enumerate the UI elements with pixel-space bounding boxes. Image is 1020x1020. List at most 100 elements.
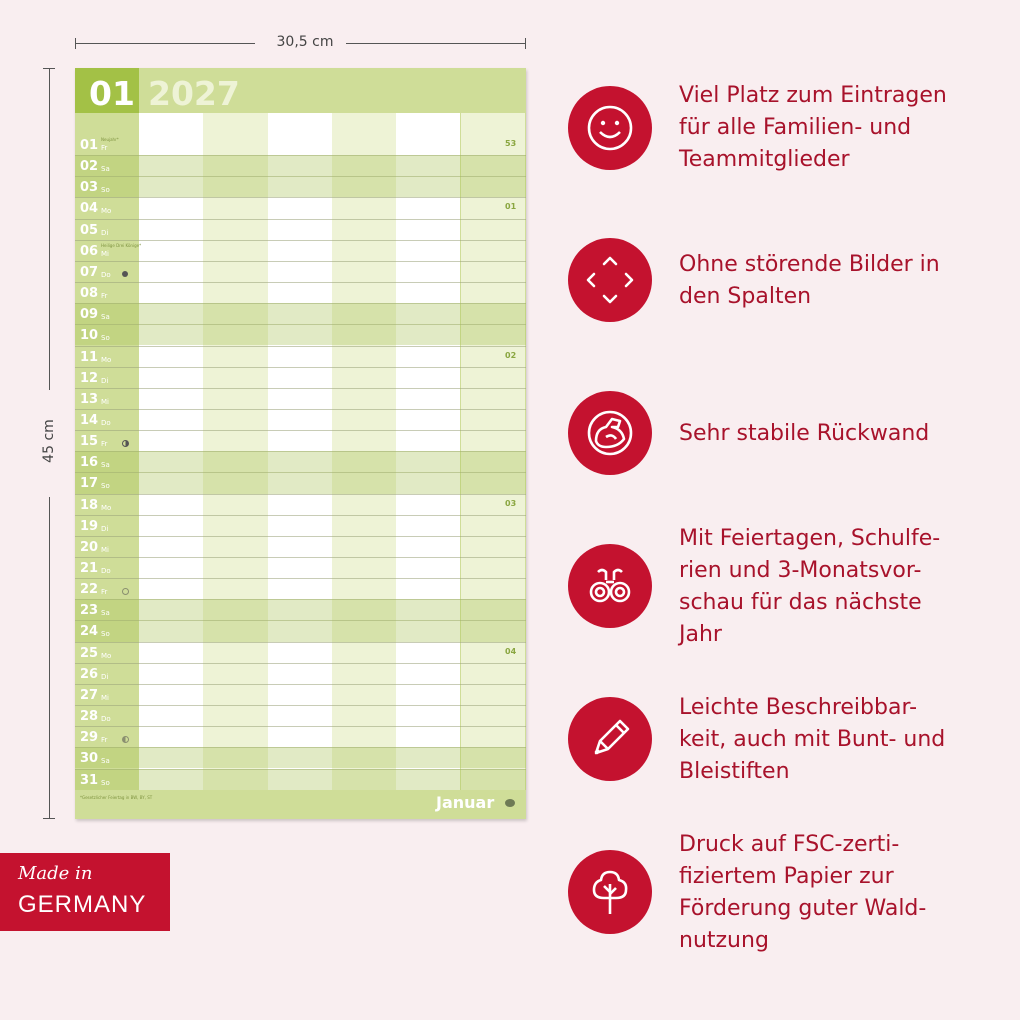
day-name: Do <box>101 418 111 427</box>
day-number: 22 <box>80 582 99 598</box>
row-divider <box>75 260 526 262</box>
day-number: 11 <box>80 349 99 365</box>
day-name: Sa <box>101 461 110 470</box>
width-dimension: 30,5 cm <box>75 34 526 52</box>
row-divider <box>75 197 526 199</box>
day-number: 15 <box>80 434 99 450</box>
weekend-band <box>75 599 526 621</box>
week-number: 03 <box>505 498 517 508</box>
row-divider <box>75 430 526 432</box>
weekend-band <box>75 747 526 769</box>
day-number: 08 <box>80 286 99 302</box>
weekend-band <box>75 472 526 494</box>
day-name: Mi <box>101 397 109 406</box>
row-divider <box>75 451 526 453</box>
day-name: Sa <box>101 757 110 766</box>
day-name: Do <box>101 567 111 575</box>
row-divider <box>75 155 526 157</box>
day-name: Fr <box>101 144 108 152</box>
calendar-footer: *Gesetzlicher Feiertag in BW, BY, ST Jan… <box>75 790 526 819</box>
day-number: 25 <box>80 645 99 661</box>
day-number: 03 <box>80 180 99 196</box>
brand-logo-icon <box>505 799 515 807</box>
holiday-label: Neujahr* <box>101 137 119 142</box>
week-number: 53 <box>505 139 517 148</box>
row-divider <box>75 768 526 770</box>
day-name: Sa <box>101 313 110 322</box>
row-divider <box>75 218 526 220</box>
day-name: Di <box>101 376 109 385</box>
last-quarter-icon <box>122 736 129 744</box>
holiday-label: Heilige Drei Könige* <box>101 242 142 248</box>
feature-text-columns: Ohne störende Bilder in den Spalten <box>679 252 940 309</box>
month-box: 01 <box>75 68 139 113</box>
day-number: 27 <box>80 687 99 703</box>
row-divider <box>75 239 526 241</box>
day-number: 13 <box>80 391 99 407</box>
row-divider <box>75 683 526 685</box>
weekend-band <box>75 451 526 473</box>
day-number: 28 <box>80 709 99 725</box>
weekend-band <box>75 155 526 177</box>
feature-text-backboard: Sehr stabile Rückwand <box>679 421 930 446</box>
day-name: Mi <box>101 249 109 258</box>
day-number: 12 <box>80 370 99 386</box>
flexed-arm-icon <box>568 391 652 475</box>
row-divider <box>75 366 526 368</box>
day-name: Fr <box>101 736 108 745</box>
day-name: So <box>101 778 110 787</box>
row-divider <box>75 387 526 389</box>
footer-note: *Gesetzlicher Feiertag in BW, BY, ST <box>80 795 153 800</box>
day-number: 24 <box>80 624 99 640</box>
feature-text-writable: Leichte Beschreibbar- keit, auch mit Bun… <box>679 695 946 784</box>
day-name: Fr <box>101 440 108 449</box>
height-label: 45 cm <box>41 419 57 463</box>
row-divider <box>75 324 526 326</box>
month-number: 01 <box>89 74 135 113</box>
day-name: Mo <box>101 355 112 364</box>
weekend-band <box>75 303 526 325</box>
day-number: 31 <box>80 772 99 788</box>
day-name: Do <box>101 270 111 279</box>
day-number: 19 <box>80 518 99 534</box>
day-name: Di <box>101 672 109 681</box>
row-divider <box>75 493 526 495</box>
weekend-band <box>75 176 526 198</box>
new-moon-icon <box>122 270 128 277</box>
day-name: Fr <box>101 292 108 301</box>
row-divider <box>75 472 526 474</box>
row-divider <box>75 514 526 516</box>
width-label: 30,5 cm <box>276 34 334 50</box>
day-name: Mo <box>101 503 112 512</box>
week-number: 04 <box>505 646 517 656</box>
calendar-year: 2027 <box>148 74 240 113</box>
day-name: Fr <box>101 588 108 597</box>
day-name: Mi <box>101 545 109 554</box>
day-number: 04 <box>80 201 99 217</box>
day-name: Sa <box>101 165 110 174</box>
feature-text-holidays: Mit Feiertagen, Schulfe- rien und 3-Mona… <box>679 526 941 647</box>
row-divider <box>75 578 526 580</box>
weekend-band <box>75 620 526 642</box>
first-quarter-icon <box>122 440 129 448</box>
row-divider <box>75 535 526 537</box>
day-number: 29 <box>80 730 99 746</box>
smiley-icon <box>568 86 652 170</box>
expand-arrows-icon <box>568 238 652 322</box>
calendar-header: 01 2027 <box>75 68 526 113</box>
row-divider <box>75 557 526 558</box>
day-name: Mo <box>101 207 112 216</box>
day-name: Di <box>101 524 109 533</box>
calendar-preview: 01 2027 01 Fr Neujahr* 53 02 Sa 03 So 04 Mo 01 05 Di… <box>75 68 526 819</box>
row-divider <box>75 176 526 178</box>
day-name: So <box>101 186 110 195</box>
row-divider <box>75 282 526 284</box>
row-divider <box>75 345 526 347</box>
day-name: So <box>101 334 110 343</box>
day-name: Mi <box>101 693 109 702</box>
day-name: Do <box>101 715 111 724</box>
day-name: So <box>101 630 110 639</box>
row-divider <box>75 747 526 749</box>
day-number: 20 <box>80 539 99 555</box>
weekend-band <box>75 324 526 346</box>
